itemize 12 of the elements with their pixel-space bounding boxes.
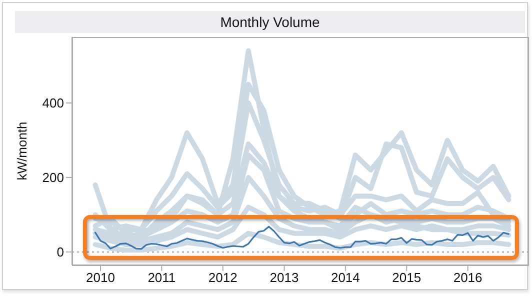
y-tick-label: 0 <box>56 244 64 260</box>
x-tick-label: 2012 <box>208 270 238 286</box>
x-tick-label: 2014 <box>330 270 360 286</box>
y-tick-label: 400 <box>42 96 64 111</box>
chart-title: Monthly Volume <box>15 11 525 33</box>
x-tick-label: 2011 <box>148 270 176 286</box>
y-tick-label: 200 <box>42 170 64 186</box>
x-tick-label: 2013 <box>270 270 299 286</box>
x-tick-label: 2016 <box>453 270 482 286</box>
x-tick-label: 2010 <box>86 270 115 286</box>
x-tick-label: 2015 <box>392 270 422 286</box>
y-axis-title: kW/month <box>14 122 30 180</box>
